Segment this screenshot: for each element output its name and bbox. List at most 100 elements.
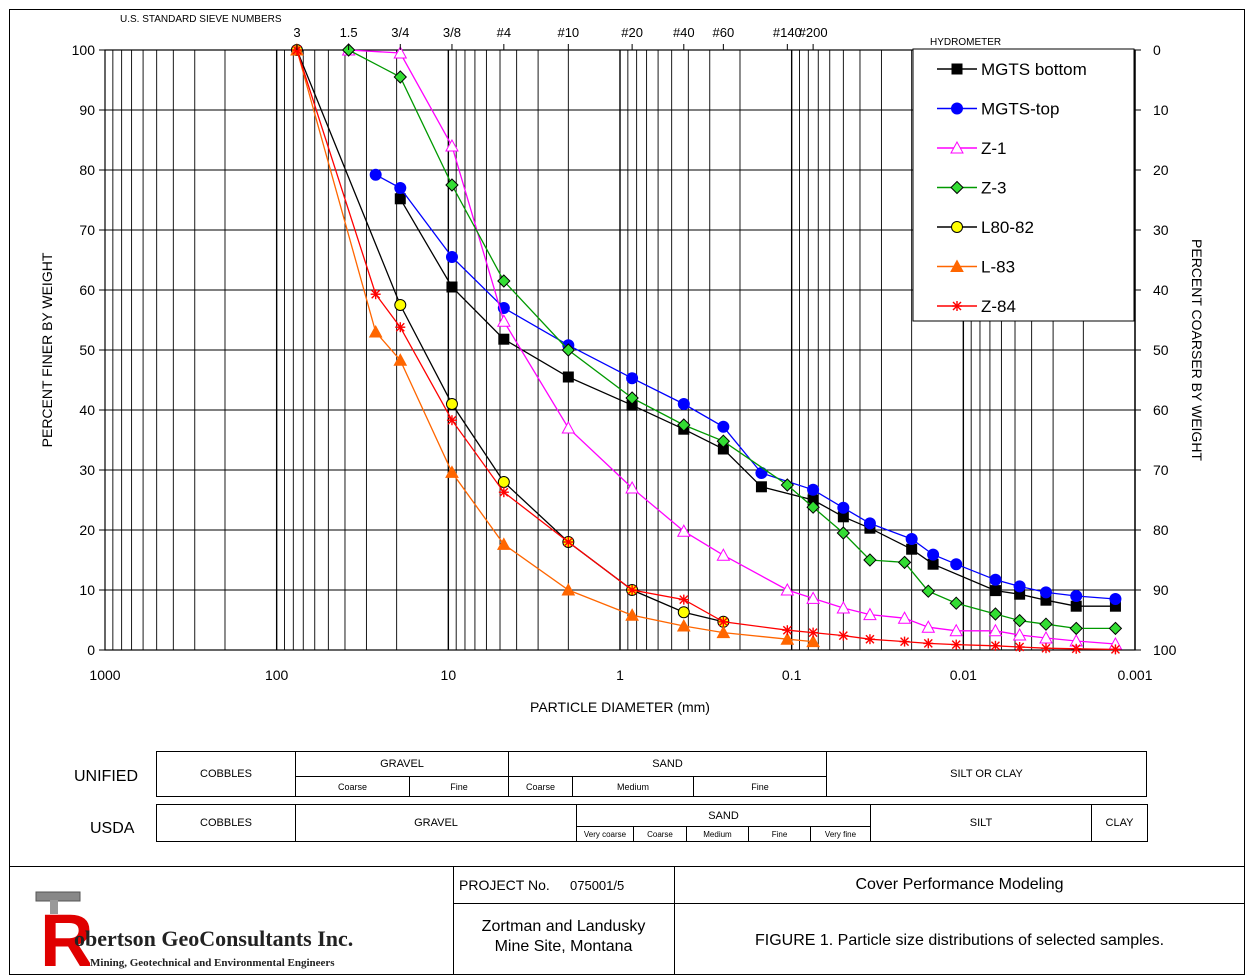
usda-gravel: GRAVEL	[295, 804, 577, 842]
y-tick-label: 20	[79, 522, 95, 538]
site-line-2: Mine Site, Montana	[494, 938, 633, 955]
data-point	[1013, 580, 1026, 593]
data-point	[563, 537, 574, 547]
company-subtitle: Mining, Geotechnical and Environmental E…	[90, 957, 335, 969]
series-line	[296, 49, 814, 643]
unified-label: UNIFIED	[74, 768, 138, 785]
data-point	[951, 639, 962, 650]
y2-tick-label: 10	[1153, 102, 1169, 118]
data-point	[561, 420, 576, 434]
data-point	[905, 533, 918, 545]
data-point	[626, 372, 639, 385]
data-point	[897, 611, 912, 624]
data-point	[625, 608, 639, 621]
y2-tick-label: 100	[1153, 642, 1177, 658]
data-point	[625, 391, 639, 405]
series-layer	[290, 42, 1123, 655]
series-z-84	[291, 45, 1121, 655]
y-tick-label: 50	[79, 342, 95, 358]
project-title: Cover Performance Modeling	[855, 876, 1064, 893]
data-point	[988, 623, 1003, 637]
data-point	[950, 558, 963, 571]
data-point	[496, 537, 511, 550]
data-point	[445, 138, 459, 152]
company-logo-letter: R	[40, 899, 90, 968]
data-point	[627, 585, 638, 595]
sieve-label: 1.5	[340, 25, 358, 40]
y-tick-label: 100	[72, 42, 96, 58]
legend-item: L80-82	[937, 218, 1034, 237]
data-point	[1110, 644, 1121, 655]
unified-sand-coarse: Coarse	[508, 776, 573, 797]
y-tick-label: 10	[79, 582, 95, 598]
data-point	[1069, 621, 1083, 636]
data-point	[1109, 593, 1122, 605]
data-point	[717, 420, 730, 433]
data-point	[806, 634, 820, 648]
legend-item: Z-3	[937, 179, 1007, 198]
data-point	[863, 607, 877, 621]
sieve-label: #4	[497, 25, 511, 40]
y-tick-label: 70	[79, 222, 95, 238]
usda-clay: CLAY	[1091, 804, 1148, 842]
legend-label: Z-84	[981, 297, 1016, 316]
data-point	[1039, 630, 1053, 644]
data-point	[921, 620, 936, 633]
data-point	[836, 600, 851, 614]
sieve-label: #140	[773, 25, 802, 40]
legend-item: L-83	[937, 258, 1015, 277]
legend-swatch-marker	[951, 221, 963, 233]
data-point	[677, 418, 691, 432]
legend-label: Z-1	[981, 139, 1007, 158]
data-point	[716, 625, 731, 639]
data-point	[923, 638, 934, 649]
legend-item: MGTS-top	[937, 100, 1059, 119]
legend-label: MGTS bottom	[981, 60, 1087, 79]
data-point	[949, 623, 964, 637]
data-point	[393, 45, 408, 59]
data-point	[677, 606, 690, 619]
company-logo: R	[35, 891, 90, 968]
y2-tick-label: 0	[1153, 42, 1161, 58]
x-tick-label: 0.01	[950, 667, 977, 683]
y-tick-label: 60	[79, 282, 95, 298]
data-point	[562, 371, 574, 383]
chart-legend: MGTS bottom MGTS-top Z-1 Z-3 L80-82 L-83 Z-84	[912, 48, 1135, 322]
sieve-label: #10	[557, 25, 579, 40]
x-tick-label: 100	[265, 667, 289, 683]
series-line	[348, 49, 1116, 645]
project-label: PROJECT No.	[459, 877, 550, 893]
data-point	[1070, 600, 1082, 612]
legend-swatch-marker	[951, 102, 963, 115]
hydrometer-label: HYDROMETER	[930, 37, 1001, 48]
unified-cobbles: COBBLES	[156, 751, 296, 797]
data-point	[807, 483, 820, 496]
figure-frame	[9, 9, 1245, 975]
unified-gravel-coarse: Coarse	[295, 776, 410, 797]
data-point	[1039, 586, 1052, 599]
usda-sand-fine: Fine	[748, 826, 811, 842]
sieve-title: U.S. STANDARD SIEVE NUMBERS	[120, 14, 282, 25]
sieve-label: #60	[713, 25, 735, 40]
data-point	[395, 322, 406, 333]
sieve-label: 3	[293, 25, 300, 40]
figure-caption: FIGURE 1. Particle size distributions of…	[754, 932, 1165, 949]
data-point	[782, 625, 793, 636]
usda-sand: SAND	[576, 804, 871, 827]
data-point	[755, 481, 767, 493]
data-point	[1108, 621, 1123, 636]
sieve-label: 3/8	[443, 25, 461, 40]
data-point	[498, 333, 510, 345]
series-mgts-bottom	[394, 193, 1121, 612]
unified-gravel-fine: Fine	[409, 776, 509, 797]
usda-sand-medium: Medium	[686, 826, 749, 842]
y2-axis-title: PERCENT COARSER BY WEIGHT	[1189, 239, 1205, 461]
legend-item: Z-1	[937, 139, 1007, 158]
x-tick-label: 0.1	[782, 667, 802, 683]
legend-item: MGTS bottom	[937, 60, 1087, 79]
title-block-logo-divider	[453, 866, 454, 975]
data-point	[496, 314, 511, 327]
sieve-label: #20	[621, 25, 643, 40]
legend-item: Z-84	[937, 297, 1016, 316]
